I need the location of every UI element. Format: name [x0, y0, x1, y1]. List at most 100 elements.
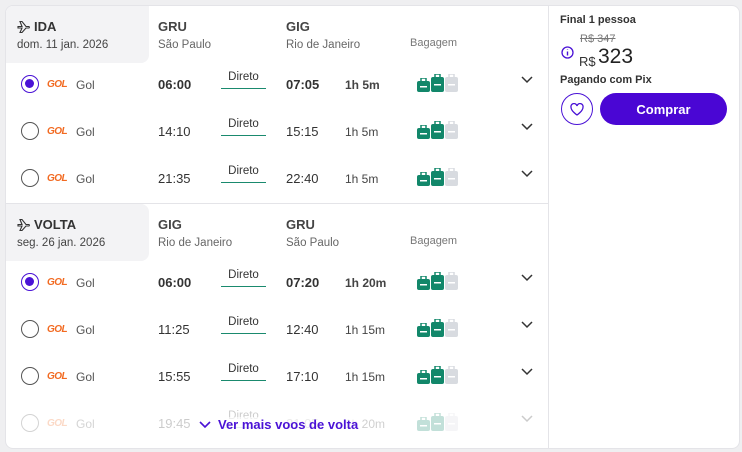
carry-on-icon [431, 120, 444, 144]
direction-header [6, 204, 149, 261]
origin-code: GRU [158, 19, 187, 34]
gol-logo: GOL [47, 126, 68, 137]
stops-label: Direto [221, 165, 266, 183]
carry-on-icon [431, 365, 444, 389]
arrival-time: 15:15 [286, 124, 319, 139]
heart-icon [570, 102, 584, 116]
flight-radio[interactable] [21, 273, 39, 291]
departure-time: 06:00 [158, 275, 192, 290]
chevron-down-icon[interactable] [521, 368, 533, 376]
plane-icon [17, 20, 30, 33]
airline-name: Gol [76, 323, 95, 337]
price: 323 [598, 45, 634, 68]
chevron-down-icon [199, 420, 211, 428]
baggage-icons [417, 73, 458, 97]
stops-label: Direto [221, 269, 266, 287]
flight-radio[interactable] [21, 122, 39, 140]
checked-bag-icon [445, 120, 458, 144]
baggage-icons [417, 167, 458, 191]
flights-panel: IDA dom. 11 jan. 2026 GRU São Paulo GIG … [6, 6, 549, 448]
flight-card: IDA dom. 11 jan. 2026 GRU São Paulo GIG … [5, 5, 740, 449]
flight-radio[interactable] [21, 367, 39, 385]
flight-radio[interactable] [21, 414, 39, 432]
arrival-time: 07:20 [286, 275, 320, 290]
stops-label: Direto [221, 118, 266, 136]
travel-date: seg. 26 jan. 2026 [17, 237, 106, 249]
duration: 1h 5m [345, 172, 379, 186]
airline-name: Gol [76, 172, 95, 186]
flight-row[interactable]: GOL Gol 21:35 Direto 22:40 1h 5m [6, 157, 549, 204]
stops-label: Direto [221, 316, 266, 334]
arrival-time: 22:40 [286, 171, 319, 186]
baggage-icons [417, 271, 458, 295]
origin-code: GIG [158, 217, 182, 232]
duration: 1h 15m [345, 370, 386, 384]
airline-name: Gol [76, 276, 95, 290]
currency: R$ [579, 54, 596, 69]
flight-row[interactable]: GOL Gol 11:25 Direto 12:40 1h 15m [6, 308, 549, 355]
chevron-down-icon[interactable] [521, 321, 533, 329]
flight-row[interactable]: GOL Gol 14:10 Direto 15:15 1h 5m [6, 110, 549, 157]
departure-time: 15:55 [158, 369, 191, 384]
chevron-down-icon[interactable] [521, 170, 533, 178]
duration: 1h 5m [345, 78, 380, 92]
chevron-down-icon[interactable] [521, 123, 533, 131]
travel-date: dom. 11 jan. 2026 [17, 39, 109, 51]
arrival-time: 17:10 [286, 369, 319, 384]
baggage-icons [417, 365, 458, 389]
checked-bag-icon [445, 167, 458, 191]
show-more-return-flights-link[interactable]: Ver mais voos de volta [199, 417, 359, 432]
direction-title: VOLTA [34, 217, 77, 232]
baggage-header: Bagagem [410, 37, 458, 49]
carry-on-icon [431, 412, 444, 436]
personal-item-icon [417, 275, 430, 295]
arrival-time: 12:40 [286, 322, 319, 337]
airline-name: Gol [76, 125, 95, 139]
flight-row[interactable]: GOL Gol 06:00 Direto 07:20 1h 20m [6, 261, 549, 308]
buy-button[interactable]: Comprar [600, 93, 727, 125]
flight-row[interactable]: GOL Gol 06:00 Direto 07:05 1h 5m [6, 63, 549, 110]
gol-logo: GOL [47, 371, 68, 382]
plane-icon [17, 218, 30, 231]
direction-label: VOLTA [17, 217, 76, 232]
flight-row[interactable]: GOL Gol 15:55 Direto 17:10 1h 15m [6, 355, 549, 402]
destination-code: GIG [286, 19, 310, 34]
personal-item-icon [417, 77, 430, 97]
stops-label: Direto [221, 363, 266, 381]
baggage-icons [417, 120, 458, 144]
carry-on-icon [431, 73, 444, 97]
direction-header [6, 6, 149, 63]
personal-item-icon [417, 322, 430, 342]
baggage-icons [417, 412, 458, 436]
airline-name: Gol [76, 370, 95, 384]
baggage-icons [417, 318, 458, 342]
departure-time: 06:00 [158, 77, 192, 92]
favorite-button[interactable] [561, 93, 593, 125]
chevron-down-icon[interactable] [521, 274, 533, 282]
flight-radio[interactable] [21, 169, 39, 187]
checked-bag-icon [445, 412, 458, 436]
direction-label: IDA [17, 19, 56, 34]
personal-item-icon [417, 171, 430, 191]
departure-time: 14:10 [158, 124, 191, 139]
gol-logo: GOL [47, 79, 68, 90]
chevron-down-icon[interactable] [521, 76, 533, 84]
flight-radio[interactable] [21, 320, 39, 338]
checked-bag-icon [445, 365, 458, 389]
flight-radio[interactable] [21, 75, 39, 93]
carry-on-icon [431, 318, 444, 342]
arrival-time: 07:05 [286, 77, 320, 92]
departure-time: 21:35 [158, 171, 191, 186]
chevron-down-icon[interactable] [521, 415, 533, 423]
inbound-section: VOLTA seg. 26 jan. 2026 GIG Rio de Janei… [6, 204, 549, 448]
origin-city: Rio de Janeiro [158, 237, 233, 249]
airline-name: Gol [76, 78, 95, 92]
departure-time: 19:45 [158, 416, 191, 431]
checked-bag-icon [445, 73, 458, 97]
info-icon[interactable] [561, 46, 574, 59]
old-price: R$ 347 [580, 33, 616, 45]
destination-city: Rio de Janeiro [286, 39, 361, 51]
stops-label: Direto [221, 71, 266, 89]
show-more-label: Ver mais voos de volta [218, 417, 359, 432]
gol-logo: GOL [47, 324, 68, 335]
